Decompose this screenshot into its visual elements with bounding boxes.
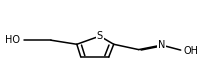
Text: S: S xyxy=(97,31,103,41)
Text: HO: HO xyxy=(5,35,20,45)
Text: N: N xyxy=(158,40,165,50)
Text: OH: OH xyxy=(184,46,199,56)
